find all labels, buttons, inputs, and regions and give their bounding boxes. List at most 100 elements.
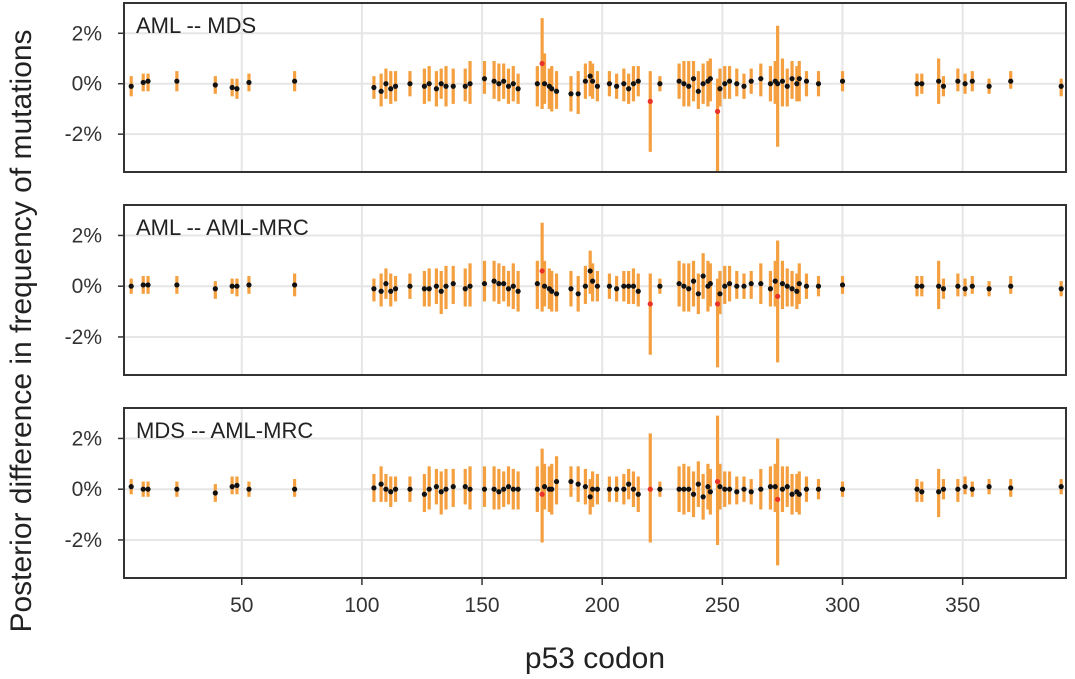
data-point: [626, 86, 632, 92]
data-point: [594, 283, 601, 289]
data-point: [614, 486, 620, 492]
data-point: [940, 83, 947, 89]
data-point: [914, 81, 920, 87]
data-point: [589, 486, 596, 492]
data-point: [407, 283, 413, 289]
data-point: [969, 78, 975, 84]
data-point: [657, 486, 663, 492]
data-point: [515, 86, 521, 92]
data-point: [510, 283, 516, 289]
data-point: [575, 91, 581, 97]
data-point: [919, 283, 925, 289]
highlight-point: [539, 268, 545, 274]
x-tick-label: 150: [465, 594, 500, 617]
data-point: [734, 81, 740, 87]
panel-label: AML -- AML-MRC: [136, 215, 309, 240]
panel-background: [124, 408, 1066, 578]
data-point: [443, 283, 449, 289]
data-point: [383, 281, 389, 287]
data-point: [722, 283, 728, 289]
data-point: [145, 486, 151, 492]
data-point: [940, 286, 947, 292]
data-point: [606, 486, 613, 492]
data-point: [784, 484, 790, 490]
y-tick-label: 0%: [72, 275, 102, 298]
data-point: [794, 81, 800, 87]
data-point: [568, 478, 574, 485]
data-point: [510, 81, 516, 87]
data-point: [734, 283, 740, 289]
data-point: [700, 494, 706, 500]
data-point: [510, 486, 516, 492]
data-point: [815, 81, 822, 87]
data-point: [212, 490, 218, 496]
data-point: [707, 489, 713, 495]
data-point: [717, 484, 723, 490]
data-point: [758, 281, 764, 287]
data-point: [741, 486, 747, 492]
data-point: [438, 81, 444, 87]
data-point: [962, 286, 968, 292]
panel-label: MDS -- AML-MRC: [136, 418, 313, 443]
y-tick-label: 2%: [72, 224, 102, 247]
data-point: [491, 78, 497, 84]
data-point: [606, 81, 613, 87]
data-point: [553, 478, 560, 485]
panels-layer: -2%0%2% AML -- MDS-2%0%2% AML -- AML-MRC-2…: [65, 2, 1067, 579]
data-point: [767, 286, 774, 292]
y-tick-label: -2%: [65, 123, 102, 146]
data-point: [212, 82, 218, 88]
data-point: [450, 484, 456, 490]
data-point: [796, 281, 802, 287]
data-point: [779, 78, 786, 84]
highlight-point: [539, 491, 545, 497]
data-point: [234, 283, 240, 289]
y-tick-label: 2%: [72, 22, 102, 45]
data-point: [128, 83, 134, 89]
data-point: [919, 489, 925, 495]
panel-1: -2% 0% 2% AML -- MDS: [65, 2, 1067, 173]
data-point: [491, 278, 497, 284]
data-point: [936, 78, 942, 84]
data-point: [748, 489, 754, 495]
data-point: [1058, 83, 1064, 89]
data-point: [758, 486, 764, 492]
data-point: [936, 283, 942, 289]
data-point: [433, 283, 439, 289]
data-point: [707, 281, 713, 287]
data-point: [515, 288, 521, 294]
data-point: [722, 486, 728, 492]
data-point: [467, 81, 473, 87]
data-point: [734, 489, 740, 495]
data-point: [553, 291, 560, 297]
data-point: [568, 91, 574, 97]
panel-3: -2% 0% 2% MDS -- AML-MRC: [65, 407, 1067, 579]
data-point: [212, 286, 218, 292]
data-point: [700, 273, 706, 279]
highlight-point: [714, 301, 721, 307]
data-point: [383, 81, 389, 87]
data-point: [621, 81, 627, 87]
data-point: [481, 76, 488, 82]
data-point: [128, 484, 134, 490]
data-point: [450, 83, 456, 89]
data-point: [962, 484, 968, 490]
data-point: [676, 78, 682, 84]
data-point: [741, 283, 747, 289]
data-point: [421, 286, 427, 292]
data-point: [426, 486, 432, 492]
data-point: [541, 283, 548, 289]
data-point: [174, 78, 180, 84]
data-point: [726, 281, 733, 287]
data-point: [955, 78, 961, 84]
y-tick-label: 0%: [72, 73, 102, 96]
data-point: [758, 76, 764, 82]
data-point: [426, 286, 432, 292]
data-point: [443, 83, 449, 89]
data-point: [292, 486, 298, 492]
data-point: [626, 283, 632, 289]
data-point: [681, 283, 687, 289]
data-point: [145, 282, 151, 288]
data-point: [587, 494, 593, 500]
